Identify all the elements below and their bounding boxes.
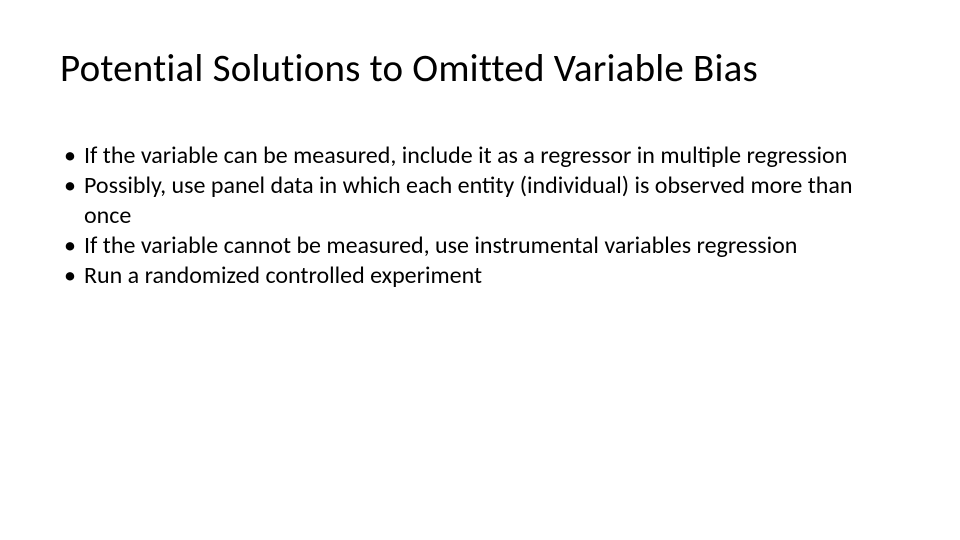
slide-container: Potential Solutions to Omitted Variable … (0, 0, 960, 540)
slide-title: Potential Solutions to Omitted Variable … (60, 48, 900, 91)
bullet-item: Possibly, use panel data in which each e… (64, 171, 900, 231)
bullet-list: If the variable can be measured, include… (60, 141, 900, 291)
bullet-item: If the variable can be measured, include… (64, 141, 900, 171)
bullet-item: If the variable cannot be measured, use … (64, 231, 900, 261)
bullet-item: Run a randomized controlled experiment (64, 261, 900, 291)
